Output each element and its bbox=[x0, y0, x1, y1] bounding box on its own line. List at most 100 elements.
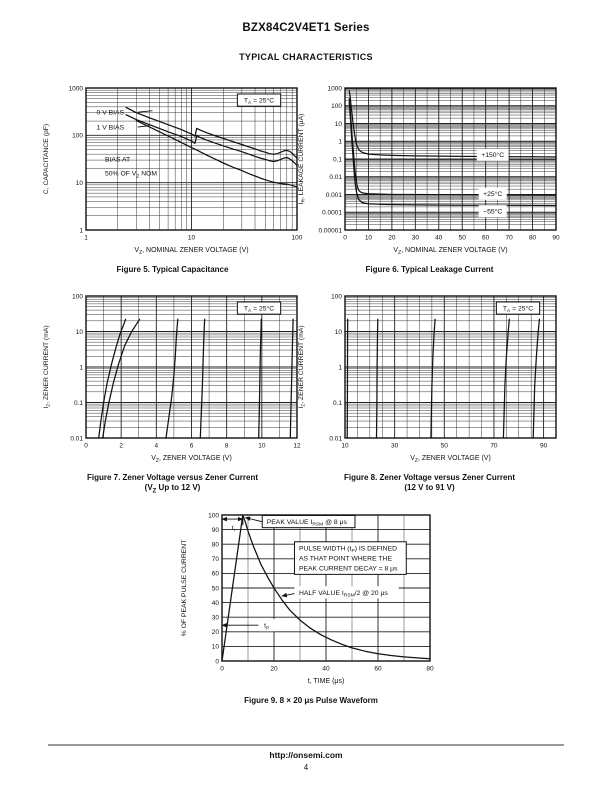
fig6-label: +25°C bbox=[483, 190, 502, 198]
svg-text:100: 100 bbox=[72, 133, 83, 140]
figure5-typical-capacitance-chart: 1 10 100 1 10 100 1000 VZ, NOMINAL ZENER VOLTAG… bbox=[38, 80, 307, 275]
svg-text:50: 50 bbox=[459, 235, 467, 242]
svg-text:0.1: 0.1 bbox=[333, 156, 342, 163]
svg-text:60: 60 bbox=[482, 235, 490, 242]
svg-text:20: 20 bbox=[270, 666, 278, 673]
fig9-plot: 0 20 40 60 80 0 10 20 30 40 50 60 70 80 90 100 t, TIME (… bbox=[181, 512, 434, 685]
fig9-label: tr bbox=[232, 525, 236, 534]
figure8-zener-voltage-vs-current-chart: 10 30 50 70 90 100 10 1 0.1 0.01 VZ, ZENER VOLTAGE… bbox=[293, 288, 566, 494]
fig5-label: BIAS AT bbox=[105, 156, 130, 163]
svg-text:0: 0 bbox=[84, 443, 88, 450]
fig7-series-curve-1 bbox=[98, 318, 127, 439]
svg-text:30: 30 bbox=[412, 235, 420, 242]
svg-text:70: 70 bbox=[490, 443, 498, 450]
svg-text:6: 6 bbox=[190, 443, 194, 450]
svg-text:60: 60 bbox=[374, 666, 382, 673]
svg-text:0.1: 0.1 bbox=[333, 400, 342, 407]
svg-text:0: 0 bbox=[215, 658, 219, 665]
svg-text:100: 100 bbox=[331, 103, 342, 110]
svg-text:12: 12 bbox=[293, 443, 301, 450]
fig6-y-axis-label: IR, LEAKAGE CURRENT (μA) bbox=[298, 114, 307, 205]
fig6-series-minus-55c bbox=[348, 101, 557, 207]
svg-text:100: 100 bbox=[331, 293, 342, 300]
svg-text:10: 10 bbox=[76, 180, 84, 187]
svg-text:90: 90 bbox=[212, 527, 220, 534]
svg-text:10: 10 bbox=[335, 329, 343, 336]
svg-text:80: 80 bbox=[529, 235, 537, 242]
figure6-typical-leakage-current-chart: 0 10 20 30 40 50 60 70 80 90 1000 100 10 1 0.1 0.01 0.00… bbox=[293, 80, 566, 275]
svg-text:10: 10 bbox=[335, 121, 343, 128]
footer-divider bbox=[48, 744, 564, 746]
svg-text:30: 30 bbox=[212, 615, 220, 622]
svg-text:0.01: 0.01 bbox=[70, 435, 83, 442]
fig8-label: TA = 25°C bbox=[503, 304, 533, 314]
svg-text:70: 70 bbox=[212, 556, 220, 563]
fig6-x-axis-label: VZ, NOMINAL ZENER VOLTAGE (V) bbox=[393, 247, 507, 256]
fig5-label: 0 V BIAS bbox=[97, 110, 125, 117]
fig8-plot: 10 30 50 70 90 100 10 1 0.1 0.01 VZ, ZENER VOLTAGE… bbox=[298, 293, 557, 464]
fig6-label: +150°C bbox=[481, 151, 504, 159]
fig5-series-0-v-bias bbox=[125, 106, 298, 159]
fig9-label: HALF VALUE IRSM/2 @ 20 μs bbox=[299, 590, 388, 599]
svg-text:10: 10 bbox=[212, 644, 220, 651]
fig7-caption: Figure 7. Zener Voltage versus Zener Cur… bbox=[86, 473, 258, 495]
fig7-series-curve-6 bbox=[289, 318, 294, 439]
svg-text:0.001: 0.001 bbox=[326, 192, 343, 199]
svg-text:100: 100 bbox=[292, 235, 303, 242]
fig5-series-1-v-bias bbox=[125, 114, 298, 167]
svg-text:1000: 1000 bbox=[69, 85, 84, 92]
svg-text:8: 8 bbox=[225, 443, 229, 450]
fig6-plot: 0 10 20 30 40 50 60 70 80 90 1000 100 10 1 0.1 0.01 0.00… bbox=[298, 85, 560, 256]
footer-url[interactable]: http://onsemi.com bbox=[269, 750, 343, 760]
figure9-pulse-waveform-chart: 0 20 40 60 80 0 10 20 30 40 50 60 70 80 90 100 t, TIME (… bbox=[176, 507, 446, 706]
svg-text:1: 1 bbox=[338, 139, 342, 146]
svg-text:30: 30 bbox=[391, 443, 399, 450]
fig9-label: AS THAT POINT WHERE THE bbox=[299, 555, 392, 562]
fig7-x-axis-label: VZ, ZENER VOLTAGE (V) bbox=[151, 455, 232, 464]
svg-text:10: 10 bbox=[188, 235, 196, 242]
fig7-y-axis-label: IZ, ZENER CURRENT (mA) bbox=[43, 325, 52, 408]
svg-text:0.00001: 0.00001 bbox=[319, 227, 343, 234]
svg-text:10: 10 bbox=[76, 329, 84, 336]
fig7-series-curve-2 bbox=[102, 318, 141, 439]
svg-text:0.01: 0.01 bbox=[329, 435, 342, 442]
svg-text:1: 1 bbox=[338, 364, 342, 371]
fig9-label: PEAK VALUE IRSM @ 8 μs bbox=[267, 519, 348, 528]
page-number: 4 bbox=[303, 763, 309, 772]
fig7-series-curve-3 bbox=[165, 318, 179, 439]
svg-text:40: 40 bbox=[435, 235, 443, 242]
fig5-series-bias-50pct-vz-nom bbox=[135, 119, 298, 188]
svg-text:100: 100 bbox=[72, 293, 83, 300]
fig7-series-curve-4 bbox=[199, 318, 206, 439]
fig8-series-curve-4 bbox=[502, 318, 510, 439]
fig9-label: PULSE WIDTH (tP) IS DEFINED bbox=[299, 545, 397, 554]
fig5-label: 1 V BIAS bbox=[97, 124, 125, 131]
fig7-plot: 0 2 4 6 8 10 12 100 10 1 0.1 0.01 VZ, ZENER VOLTAGE … bbox=[43, 293, 301, 464]
svg-text:70: 70 bbox=[505, 235, 513, 242]
svg-text:40: 40 bbox=[322, 666, 330, 673]
fig8-series-curve-1 bbox=[346, 318, 349, 439]
fig5-plot: 1 10 100 1 10 100 1000 VZ, NOMINAL ZENER VOLTAG… bbox=[43, 85, 303, 256]
svg-text:60: 60 bbox=[212, 571, 220, 578]
fig6-caption: Figure 6. Typical Leakage Current bbox=[365, 265, 494, 274]
fig9-x-axis-label: t, TIME (μs) bbox=[308, 678, 345, 685]
fig9-label: PEAK CURRENT DECAY = 8 μs bbox=[299, 566, 398, 573]
fig8-y-axis-label: IZ, ZENER CURRENT (mA) bbox=[298, 325, 307, 408]
svg-text:0.01: 0.01 bbox=[329, 174, 342, 181]
svg-text:1: 1 bbox=[79, 227, 83, 234]
fig9-y-axis-label: % OF PEAK PULSE CURRENT bbox=[181, 540, 188, 637]
svg-text:50: 50 bbox=[441, 443, 449, 450]
fig7-label: TA = 25°C bbox=[244, 304, 274, 314]
svg-text:10: 10 bbox=[258, 443, 266, 450]
fig5-x-axis-label: VZ, NOMINAL ZENER VOLTAGE (V) bbox=[134, 247, 248, 256]
svg-text:20: 20 bbox=[212, 629, 220, 636]
svg-text:10: 10 bbox=[341, 443, 349, 450]
fig8-series-curve-5 bbox=[532, 318, 541, 439]
fig8-x-axis-label: VZ, ZENER VOLTAGE (V) bbox=[410, 455, 491, 464]
svg-text:40: 40 bbox=[212, 600, 220, 607]
svg-text:2: 2 bbox=[119, 443, 123, 450]
fig5-caption: Figure 5. Typical Capacitance bbox=[116, 265, 229, 274]
svg-text:100: 100 bbox=[208, 512, 219, 519]
svg-text:0.0001: 0.0001 bbox=[322, 210, 342, 217]
